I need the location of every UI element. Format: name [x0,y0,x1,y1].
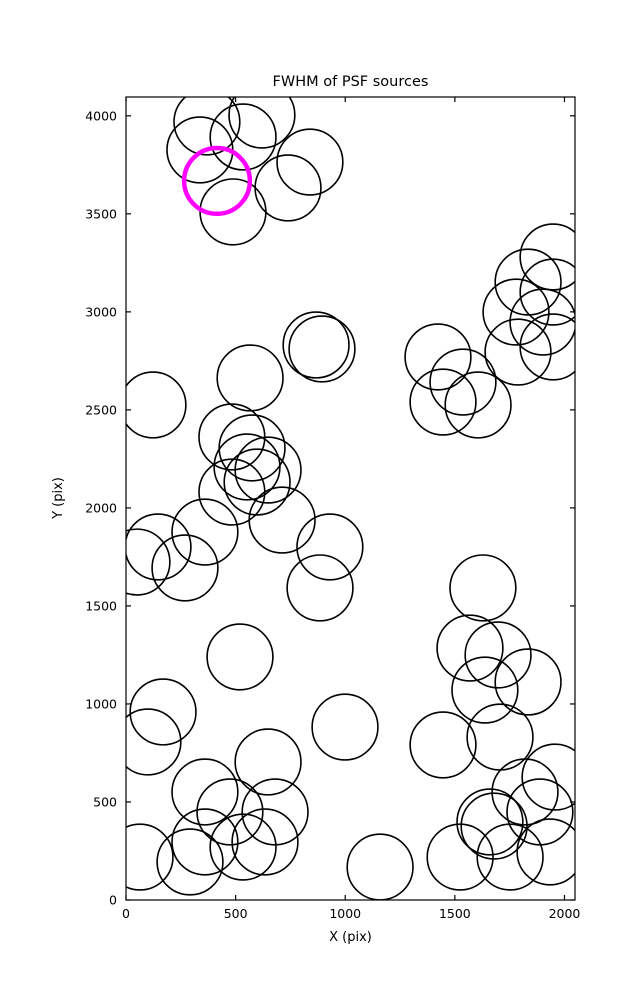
psf-circle [126,708,182,776]
x-axis-label: X (pix) [329,930,372,945]
circles-layer [126,97,575,900]
psf-circle [460,792,528,860]
x-tick-label: 0 [122,906,130,921]
psf-circle [282,311,350,379]
y-axis-label: Y (pix) [51,477,66,520]
psf-circle [494,648,562,716]
psf-circle [234,436,302,504]
psf-circle [126,528,171,596]
psf-circle [126,371,187,439]
psf-circle [234,728,302,796]
psf-circle [171,758,239,826]
y-tick-label: 4000 [85,108,117,123]
psf-circle [254,154,322,222]
psf-circle [241,778,309,846]
axes-box [125,96,576,901]
psf-circle [173,97,241,156]
psf-circle [171,498,239,566]
psf-circle [436,614,504,682]
y-tick-label: 1500 [85,598,117,613]
psf-circle [429,348,497,416]
psf-circle [509,288,575,356]
plot-title: FWHM of PSF sources [273,74,429,90]
psf-circle [346,833,414,900]
x-tick-label: 1500 [439,906,471,921]
psf-circle [126,823,174,891]
psf-circle [231,808,299,876]
psf-circle [521,743,575,811]
psf-circle [129,678,197,746]
psf-circle [491,758,559,826]
psf-circle [206,623,274,691]
psf-circle [516,818,575,886]
psf-circle [484,318,552,386]
psf-circle [409,368,477,436]
y-tick-label: 3500 [85,206,117,221]
psf-circle [296,513,364,581]
psf-circle [409,711,477,779]
y-tick-label: 2000 [85,500,117,515]
x-tick-label: 2000 [549,906,581,921]
psf-circle [519,313,575,381]
x-tick-label: 1000 [329,906,361,921]
psf-circle [311,693,379,761]
psf-circle [126,513,192,581]
psf-circle [451,656,519,724]
y-tick-label: 2500 [85,402,117,417]
psf-circle [223,448,291,516]
psf-circle [476,823,544,891]
psf-circle [151,534,219,602]
y-tick-label: 1000 [85,696,117,711]
ticks-layer: 0 500 1000 1500 2000 0 500 1000 1500 2000 2500 3000… [85,97,580,921]
psf-circle [171,808,239,876]
psf-circle [519,223,575,291]
psf-circle [198,458,266,526]
psf-circle [286,554,354,622]
psf-circle [426,823,494,891]
y-tick-label: 0 [109,893,117,908]
psf-circle [482,278,550,346]
psf-circle [276,128,344,196]
y-tick-label: 500 [93,794,117,809]
psf-circle [404,323,472,391]
y-tick-label: 3000 [85,304,117,319]
psf-circle [196,778,264,846]
psf-circle [209,103,277,171]
psf-circle [519,258,575,326]
psf-circle [228,97,296,149]
psf-circle [248,486,316,554]
psf-circle [156,828,224,896]
highlighted-psf-circle [181,145,253,217]
psf-circle [216,344,284,412]
psf-circle [506,778,574,846]
psf-circle [444,371,512,439]
psf-circle [466,703,534,771]
psf-circle [464,621,532,689]
psf-circle [449,554,517,622]
psf-circle [218,414,286,482]
psf-circle [494,248,562,316]
psf-circle [456,788,524,856]
psf-circle [288,315,356,383]
psf-circle [199,178,267,246]
x-tick-label: 500 [224,906,248,921]
psf-circle [213,433,281,501]
psf-circle [209,813,277,881]
